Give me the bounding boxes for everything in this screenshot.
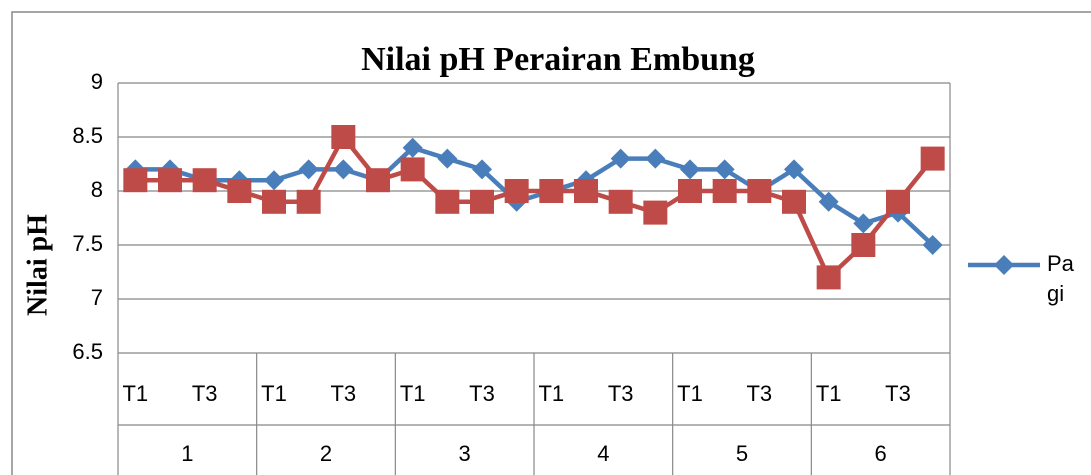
group-label: 5: [736, 441, 748, 466]
y-axis-label: Nilai pH: [22, 214, 53, 316]
x-tick-label: T1: [538, 381, 564, 406]
x-tick-label: T3: [885, 381, 911, 406]
y-tick-label: 9: [91, 69, 103, 94]
point: [680, 159, 700, 180]
y-tick-label: 8: [91, 177, 103, 202]
point: [851, 233, 876, 257]
point: [920, 146, 945, 171]
point: [922, 235, 943, 255]
point: [539, 179, 564, 203]
point: [400, 157, 425, 182]
point: [747, 179, 772, 203]
point: [504, 179, 529, 203]
point: [331, 125, 356, 149]
y-tick-label: 7.5: [72, 231, 103, 256]
point: [298, 159, 319, 180]
group-label: 2: [320, 441, 332, 466]
point: [782, 189, 806, 214]
y-tick-label: 7: [91, 285, 103, 310]
point: [994, 255, 1014, 275]
group-label: 1: [181, 441, 193, 466]
point: [264, 170, 284, 191]
point: [402, 137, 423, 158]
x-tick-label: T1: [261, 381, 287, 406]
point: [678, 179, 702, 203]
point: [608, 189, 633, 214]
group-label: 6: [875, 441, 887, 466]
x-tick-label: T1: [400, 381, 426, 406]
group-label: 3: [459, 441, 471, 466]
point: [610, 148, 631, 169]
point: [470, 189, 494, 214]
point: [712, 179, 737, 203]
x-tick-label: T1: [816, 381, 842, 406]
legend-label: Pagi: [1047, 251, 1074, 306]
point: [818, 191, 839, 212]
point: [158, 168, 182, 193]
point: [262, 189, 286, 214]
y-tick-label: 6.5: [72, 339, 103, 364]
point: [366, 168, 390, 193]
point: [472, 159, 492, 180]
point: [123, 168, 148, 193]
y-tick-label: 8.5: [72, 123, 103, 148]
point: [853, 213, 874, 234]
chart-title: Nilai pH Perairan Embung: [361, 41, 755, 78]
point: [192, 168, 217, 193]
point: [645, 148, 666, 169]
x-tick-label: T3: [608, 381, 634, 406]
point: [435, 189, 460, 214]
point: [886, 189, 910, 214]
x-tick-label: T3: [330, 381, 356, 406]
chart-frame: [11, 11, 1091, 475]
point: [227, 179, 252, 203]
x-tick-label: T1: [122, 381, 148, 406]
point: [333, 159, 354, 180]
x-tick-label: T3: [469, 381, 495, 406]
point: [714, 159, 735, 180]
point: [296, 189, 321, 214]
point: [643, 200, 668, 225]
point: [816, 265, 841, 290]
point: [437, 148, 458, 169]
x-tick-label: T3: [192, 381, 218, 406]
x-tick-label: T3: [746, 381, 772, 406]
group-label: 4: [597, 441, 609, 466]
series-line: [135, 134, 935, 280]
point: [574, 179, 598, 203]
x-tick-label: T1: [677, 381, 703, 406]
point: [784, 159, 804, 180]
legend-text: Pagi: [1047, 251, 1074, 306]
